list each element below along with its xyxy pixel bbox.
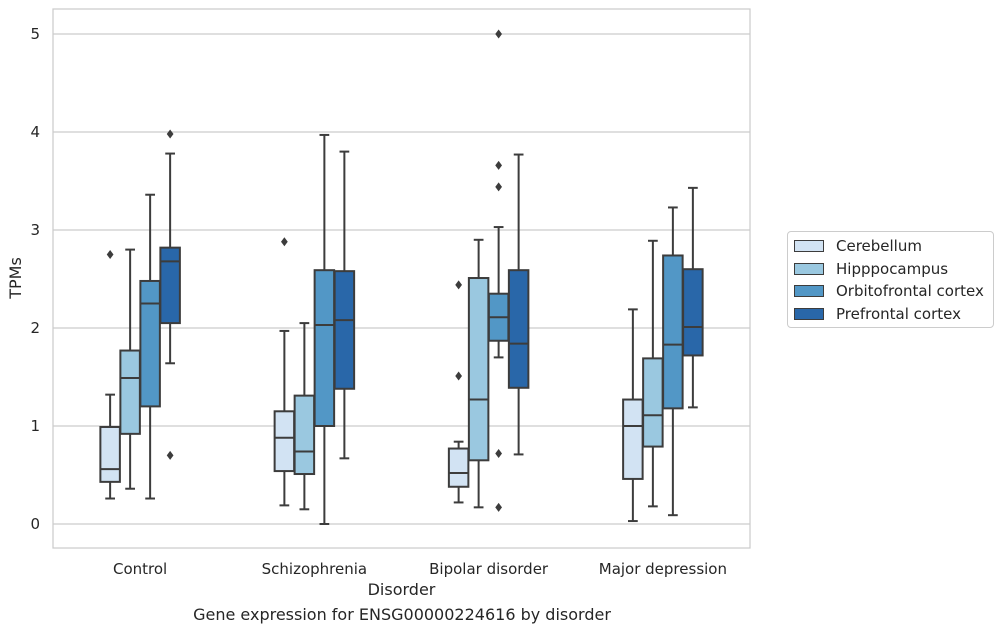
outlier-point [455, 371, 462, 381]
y-tick-labels: 0 1 2 3 4 5 [30, 25, 40, 533]
outlier-point [495, 448, 502, 458]
legend-label: Prefrontal cortex [836, 304, 961, 323]
legend-swatch [794, 307, 824, 320]
x-tick-label: Schizophrenia [262, 560, 367, 578]
box-3-0 [622, 308, 644, 523]
box-body [662, 254, 684, 410]
boxes [99, 29, 704, 525]
chart-caption: Gene expression for ENSG00000224616 by d… [193, 605, 611, 624]
box-1-3 [333, 150, 356, 460]
box-body [467, 277, 490, 462]
box-body [642, 357, 664, 448]
box-body [622, 398, 644, 480]
box-2-3 [507, 153, 530, 456]
legend-item-prefrontal: Prefrontal cortex [794, 303, 993, 326]
legend-item-cerebellum: Cerebellum [794, 235, 993, 258]
y-axis-label: TPMs [6, 257, 25, 300]
y-tick-label: 5 [30, 25, 40, 43]
legend-label: Hipppocampus [836, 259, 949, 278]
legend-swatch [794, 285, 824, 298]
box-body [313, 269, 336, 427]
legend-label: Cerebellum [836, 237, 922, 256]
x-tick-label: Bipolar disorder [429, 560, 549, 578]
box-body [273, 410, 296, 473]
x-tick-labels: Control Schizophrenia Bipolar disorder Majo… [113, 560, 727, 578]
y-tick-label: 3 [30, 221, 40, 239]
box-2-0 [447, 280, 470, 504]
y-tick-label: 2 [30, 319, 40, 337]
box-body [682, 268, 704, 357]
outlier-point [166, 129, 174, 139]
box-body [99, 425, 121, 483]
box-body [293, 394, 316, 476]
outlier-point [281, 237, 288, 247]
plot-frame [52, 8, 751, 549]
legend-swatch [794, 262, 824, 275]
legend-item-hippocampus: Hipppocampus [794, 258, 993, 281]
x-axis-label: Disorder [368, 580, 436, 599]
legend-label: Orbitofrontal cortex [836, 282, 984, 301]
y-tick-label: 4 [30, 123, 40, 141]
x-tick-label: Control [113, 560, 167, 578]
x-tick-label: Major depression [599, 560, 727, 578]
legend: Cerebellum Hipppocampus Orbitofrontal co… [787, 231, 994, 328]
box-body [333, 270, 356, 390]
outlier-point [495, 29, 502, 39]
box-0-0 [99, 250, 121, 500]
box-body [159, 246, 181, 325]
outlier-point [166, 450, 174, 460]
box-3-2 [662, 206, 684, 517]
box-0-2 [139, 193, 161, 500]
legend-swatch [794, 240, 824, 253]
outlier-point [455, 280, 462, 290]
box-3-3 [682, 186, 704, 409]
box-2-2 [487, 29, 510, 512]
box-1-0 [273, 237, 296, 507]
box-body [119, 349, 141, 435]
box-3-1 [642, 239, 664, 508]
box-body [139, 279, 161, 408]
outlier-point [106, 250, 114, 259]
legend-item-orbitofrontal: Orbitofrontal cortex [794, 280, 993, 303]
outlier-point [495, 502, 502, 512]
y-tick-label: 1 [30, 417, 40, 435]
box-body [447, 447, 470, 488]
outlier-point [495, 160, 502, 170]
box-0-3 [159, 129, 181, 460]
box-2-1 [467, 238, 490, 509]
y-tick-label: 0 [30, 515, 40, 533]
box-1-1 [293, 322, 316, 511]
box-body [507, 269, 530, 389]
outlier-point [495, 182, 502, 192]
